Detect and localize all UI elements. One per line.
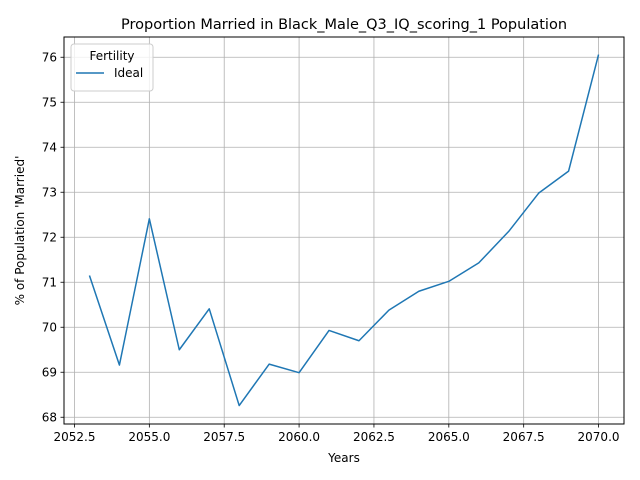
x-tick-label: 2057.5: [203, 430, 245, 444]
x-tick-label: 2055.0: [128, 430, 170, 444]
y-tick-label: 71: [42, 276, 57, 290]
x-tick-label: 2060.0: [278, 430, 320, 444]
ticks-layer: 2052.5 2055.0 2057.5 2060.0 2062.5 2065.0 2067…: [42, 51, 620, 444]
y-tick-label: 74: [42, 141, 57, 155]
series-line-ideal: [88, 54, 600, 407]
x-tick-label: 2070.0: [578, 430, 620, 444]
y-tick-label: 68: [42, 411, 57, 425]
x-tick-label: 2067.5: [503, 430, 545, 444]
y-tick-label: 70: [42, 321, 57, 335]
x-tick-label: 2065.0: [428, 430, 470, 444]
grid-layer: [64, 37, 624, 424]
y-tick-label: 75: [42, 96, 57, 110]
legend: Fertility Ideal: [70, 43, 154, 92]
legend-label: Ideal: [114, 66, 143, 80]
series-layer: [88, 54, 600, 407]
legend-box: [70, 43, 154, 92]
y-tick-label: 76: [42, 51, 57, 65]
x-tick-label: 2052.5: [53, 430, 95, 444]
y-axis-label: % of Population 'Married': [13, 156, 27, 306]
x-axis-label: Years: [327, 451, 360, 465]
x-tick-label: 2062.5: [353, 430, 395, 444]
y-tick-label: 73: [42, 186, 57, 200]
chart-title: Proportion Married in Black_Male_Q3_IQ_s…: [121, 17, 567, 33]
plot-area-frame: [63, 36, 625, 425]
legend-entries: Ideal: [76, 66, 143, 80]
y-tick-label: 69: [42, 366, 57, 380]
y-tick-label: 72: [42, 231, 57, 245]
legend-title: Fertility: [89, 49, 134, 63]
